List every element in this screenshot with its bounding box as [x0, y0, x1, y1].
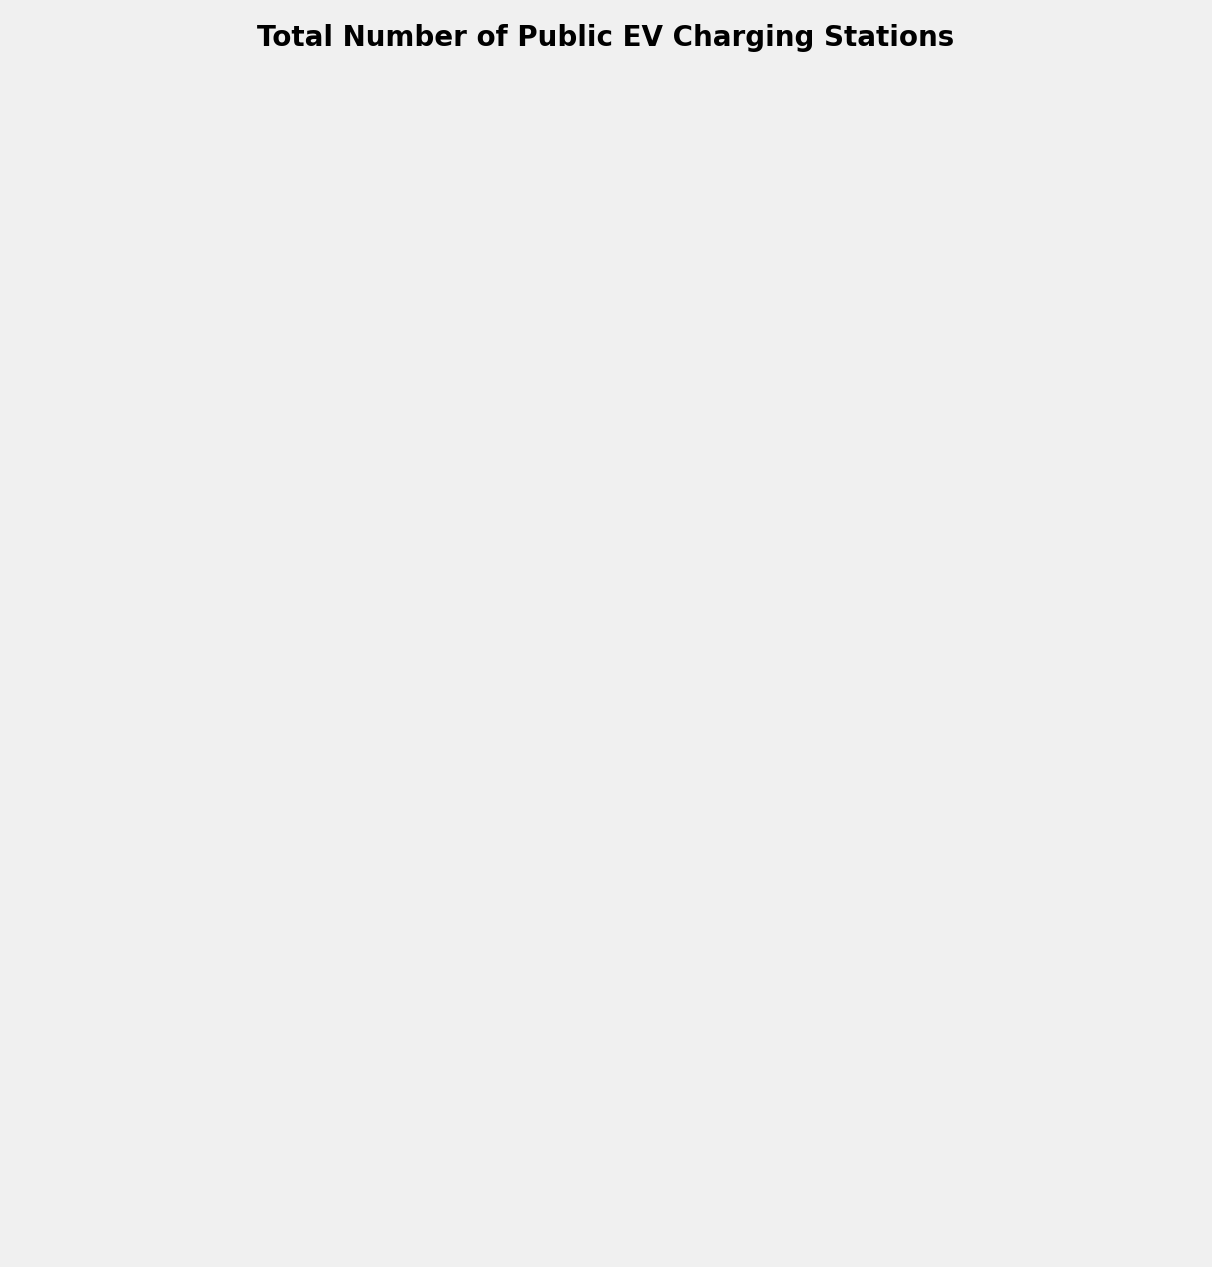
Text: Total Number of Public EV Charging Stations: Total Number of Public EV Charging Stati…	[257, 24, 955, 52]
